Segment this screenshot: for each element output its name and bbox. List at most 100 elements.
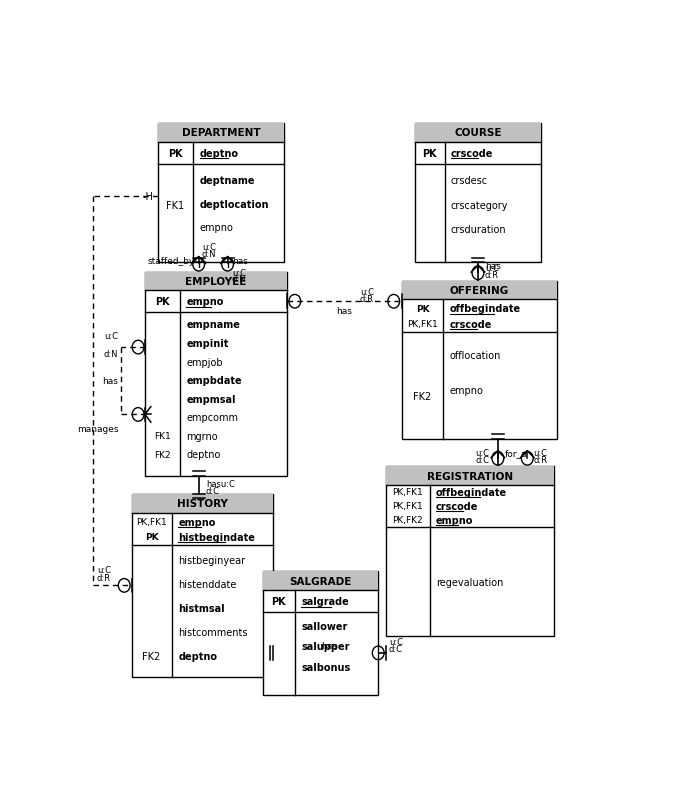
Text: deptno: deptno	[199, 148, 239, 159]
Text: u:C: u:C	[97, 565, 111, 575]
Text: REGISTRATION: REGISTRATION	[427, 471, 513, 481]
Text: -H: -H	[142, 192, 153, 201]
Text: d:N: d:N	[232, 275, 246, 284]
Text: deptname: deptname	[199, 176, 255, 186]
Text: histcomments: histcomments	[178, 627, 248, 638]
Text: PK: PK	[155, 297, 170, 307]
Text: crsduration: crsduration	[451, 225, 506, 235]
Text: sallower: sallower	[302, 621, 348, 631]
Text: PK,FK1: PK,FK1	[136, 517, 167, 527]
Text: salbonus: salbonus	[302, 662, 351, 672]
Text: PK,FK1: PK,FK1	[392, 502, 423, 511]
Text: FK2: FK2	[413, 391, 432, 401]
Text: EMPLOYEE: EMPLOYEE	[185, 277, 246, 286]
Text: u:C: u:C	[475, 448, 489, 458]
Text: has: has	[102, 377, 119, 386]
Text: offbegindate: offbegindate	[450, 304, 521, 314]
Text: PK,FK2: PK,FK2	[393, 516, 423, 525]
Text: d:R: d:R	[360, 295, 374, 304]
Text: empinit: empinit	[186, 338, 228, 349]
Text: empjob: empjob	[186, 357, 223, 367]
Text: mgrno: mgrno	[186, 431, 218, 441]
Bar	[159, 124, 284, 263]
Text: hasu:C: hasu:C	[206, 480, 235, 488]
Text: empname: empname	[186, 320, 240, 330]
Text: crscategory: crscategory	[451, 200, 509, 210]
Text: PK: PK	[168, 148, 183, 159]
Text: u:C: u:C	[534, 448, 548, 458]
Text: has: has	[322, 641, 337, 650]
Text: empno: empno	[199, 223, 233, 233]
Text: empno: empno	[436, 516, 473, 525]
Text: d:N: d:N	[202, 249, 217, 258]
Text: deptno: deptno	[186, 450, 221, 460]
Text: has: has	[232, 257, 248, 266]
Bar	[263, 572, 377, 590]
Bar	[145, 272, 287, 476]
Text: HISTORY: HISTORY	[177, 499, 228, 508]
Text: PK: PK	[416, 305, 429, 314]
Text: SALGRADE: SALGRADE	[289, 576, 351, 586]
Text: deptlocation: deptlocation	[199, 200, 269, 209]
Text: d:R: d:R	[534, 456, 548, 464]
Text: PK: PK	[422, 148, 437, 159]
Bar	[386, 467, 554, 485]
Text: histenddate: histenddate	[178, 580, 237, 589]
Text: u:C: u:C	[485, 263, 499, 273]
Text: salupper: salupper	[302, 642, 350, 652]
Text: manages: manages	[77, 424, 119, 433]
Text: crscode: crscode	[451, 148, 493, 159]
Text: deptno: deptno	[178, 651, 217, 662]
Text: histmsal: histmsal	[178, 604, 225, 614]
Text: crscode: crscode	[436, 501, 478, 512]
Text: DEPARTMENT: DEPARTMENT	[182, 128, 261, 138]
Bar	[386, 467, 554, 637]
Text: PK,FK1: PK,FK1	[407, 320, 438, 329]
Text: PK,FK1: PK,FK1	[392, 488, 423, 496]
Text: u:C: u:C	[389, 638, 403, 646]
Text: PK: PK	[145, 533, 158, 541]
Text: empmsal: empmsal	[186, 394, 236, 404]
Text: staffed_by: staffed_by	[147, 257, 195, 266]
Text: has: has	[485, 261, 501, 270]
Text: empbdate: empbdate	[186, 375, 242, 386]
Text: PK: PK	[271, 597, 286, 606]
Text: offbegindate: offbegindate	[436, 488, 507, 497]
Bar	[415, 124, 541, 263]
Text: histbegindate: histbegindate	[178, 533, 255, 542]
Text: d:C: d:C	[206, 486, 220, 496]
Text: has: has	[336, 306, 352, 316]
Text: FK2: FK2	[142, 651, 161, 662]
Text: empno: empno	[178, 517, 215, 527]
Bar	[263, 572, 377, 695]
Text: regevaluation: regevaluation	[436, 577, 503, 587]
Text: d:R: d:R	[485, 270, 499, 279]
Text: d:R: d:R	[97, 573, 111, 582]
Text: empno: empno	[186, 297, 224, 307]
Text: COURSE: COURSE	[454, 128, 502, 138]
Bar	[415, 124, 541, 143]
Text: u:C: u:C	[360, 288, 374, 297]
Text: crscode: crscode	[450, 319, 492, 329]
Text: d:N: d:N	[104, 350, 119, 358]
Bar	[402, 282, 557, 439]
Text: empcomm: empcomm	[186, 413, 238, 423]
Text: u:C: u:C	[232, 269, 246, 277]
Text: empno: empno	[450, 386, 484, 396]
Text: u:C: u:C	[202, 243, 216, 252]
Text: FK2: FK2	[154, 450, 170, 460]
Text: d:C: d:C	[389, 644, 403, 653]
Bar	[132, 495, 273, 513]
Text: salgrade: salgrade	[302, 597, 349, 606]
Text: histbeginyear: histbeginyear	[178, 556, 246, 565]
Text: crsdesc: crsdesc	[451, 176, 488, 186]
Bar	[402, 282, 557, 300]
Text: OFFERING: OFFERING	[450, 286, 509, 296]
Text: offlocation: offlocation	[450, 350, 501, 360]
Text: FK1: FK1	[154, 431, 170, 440]
Bar	[159, 124, 284, 143]
Text: u:C: u:C	[104, 332, 119, 341]
Text: for_a: for_a	[505, 448, 527, 457]
Bar	[132, 495, 273, 677]
Text: d:C: d:C	[475, 456, 489, 464]
